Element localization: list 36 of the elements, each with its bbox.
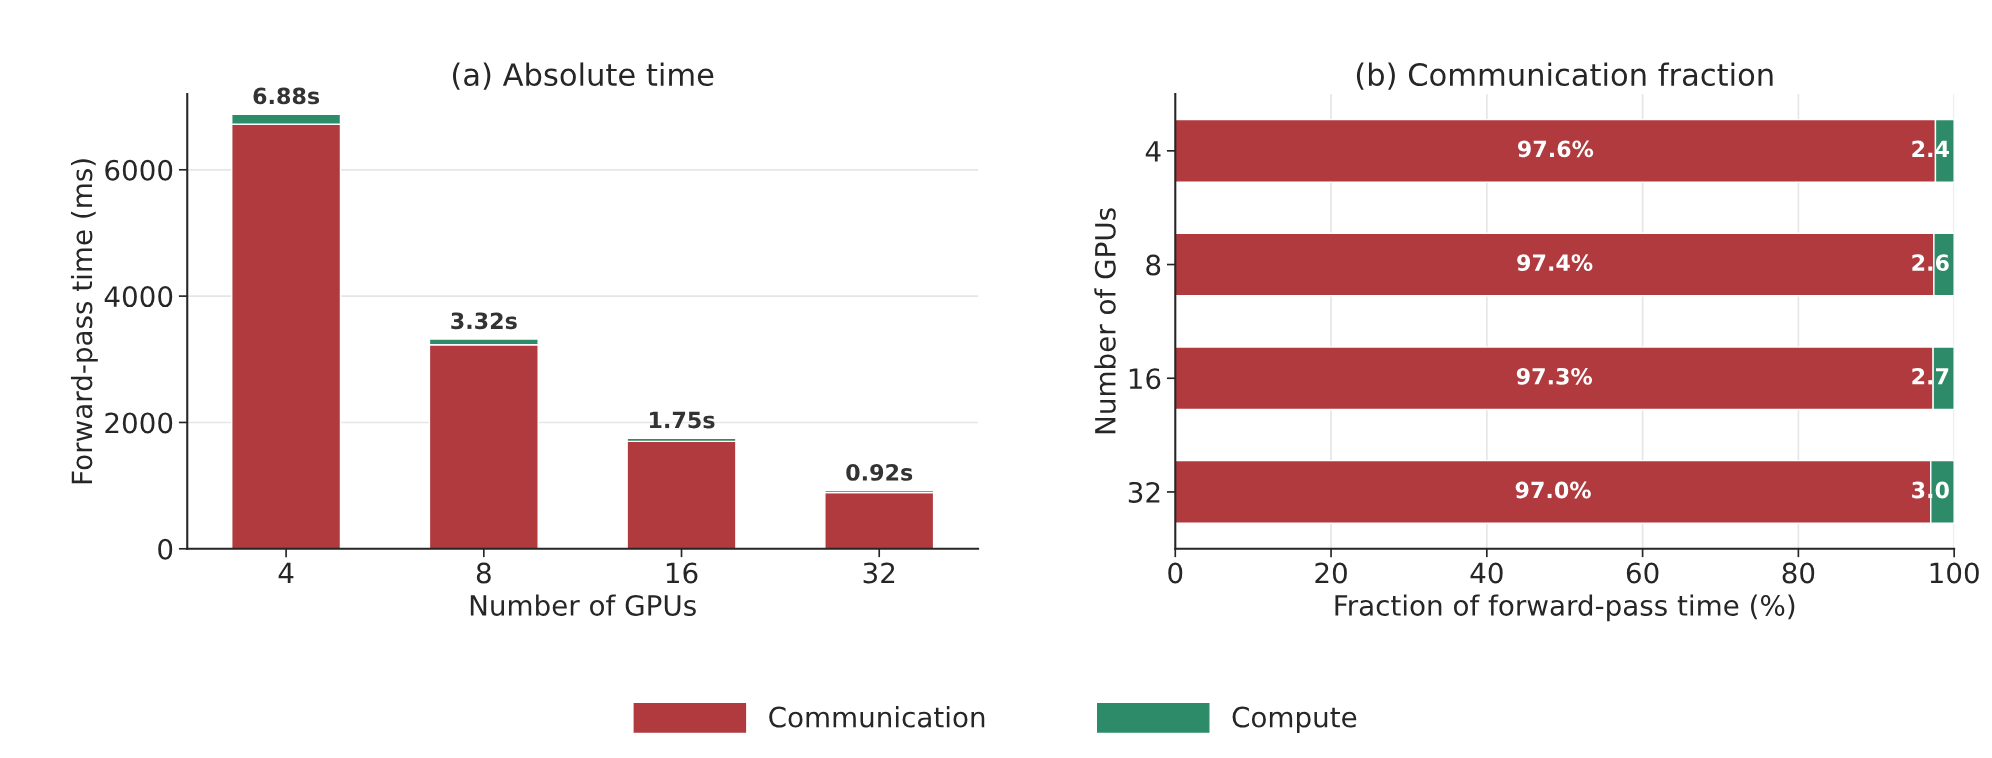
y-tick-label: 8 (1146, 254, 1161, 276)
y-axis-title: Number of GPUs (1094, 208, 1116, 434)
y-tick-label: 0 (158, 538, 173, 560)
data-label: 97.6% (1517, 140, 1594, 158)
bar (824, 491, 935, 549)
legend-label: Communication (769, 706, 985, 728)
x-tick-label: 20 (1315, 562, 1347, 584)
legend-label: Compute (1232, 706, 1357, 733)
x-tick-label: 8 (476, 562, 491, 584)
annotation: 6.88s (253, 87, 320, 105)
annotation: 3.32s (451, 312, 517, 330)
chart-title: (a) Absolute time (453, 62, 714, 90)
x-tick-label: 16 (666, 562, 698, 584)
y-tick-label: 6000 (105, 159, 173, 181)
x-axis-title: Number of GPUs (470, 594, 696, 616)
y-tick-label: 2000 (105, 412, 173, 434)
x-axis-title: Fraction of forward-pass time (%) (1335, 594, 1795, 622)
x-tick-label: 80 (1782, 562, 1815, 584)
x-tick-label: 32 (863, 562, 895, 584)
y-tick-label: 4000 (104, 286, 173, 308)
x-tick-label: 60 (1626, 562, 1659, 584)
data-label: 97.4% (1517, 254, 1593, 271)
annotation: 1.75s (649, 411, 715, 429)
x-tick-label: 0 (1168, 562, 1183, 584)
y-tick-label: 32 (1128, 481, 1160, 503)
bar (626, 440, 737, 549)
x-tick-label: 100 (1930, 562, 1979, 584)
x-tick-label: 4 (278, 562, 294, 584)
y-tick-label: 4 (1145, 141, 1161, 162)
x-tick-label: 40 (1470, 562, 1503, 584)
chart-title: (b) Communication fraction (1356, 62, 1773, 90)
annotation: 0.92s (846, 464, 913, 481)
data-label: 97.0% (1515, 481, 1591, 499)
data-label: 97.3% (1516, 367, 1593, 385)
y-tick-label: 16 (1129, 368, 1161, 390)
y-axis-title: Forward-pass time (ms) (70, 159, 98, 484)
